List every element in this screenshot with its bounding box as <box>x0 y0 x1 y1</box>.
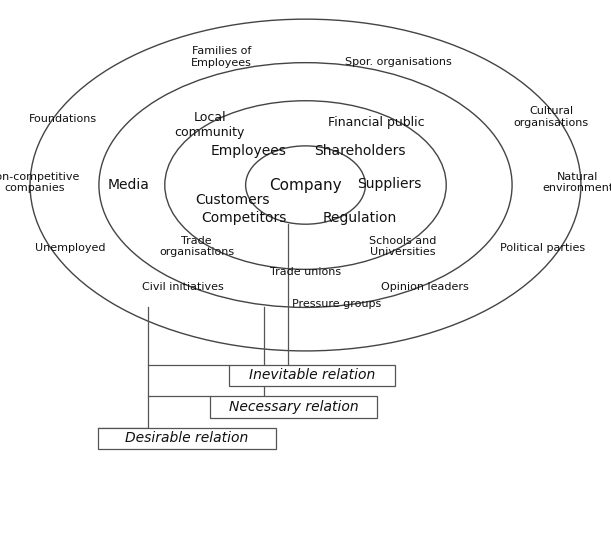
Text: Competitors: Competitors <box>202 211 287 225</box>
Text: Employees: Employees <box>211 144 287 158</box>
Text: Suppliers: Suppliers <box>357 177 422 191</box>
Text: Civil initiatives: Civil initiatives <box>142 282 224 292</box>
Bar <box>210 396 378 418</box>
Text: Regulation: Regulation <box>322 211 397 225</box>
Text: Political parties: Political parties <box>500 243 585 253</box>
Text: Pressure groups: Pressure groups <box>292 299 382 309</box>
Text: Non-competitive
companies: Non-competitive companies <box>0 171 81 193</box>
Bar <box>98 427 276 450</box>
Text: Foundations: Foundations <box>29 114 97 124</box>
Text: Spor. organisations: Spor. organisations <box>345 57 452 67</box>
Text: Media: Media <box>108 178 150 192</box>
Text: Desirable relation: Desirable relation <box>125 431 248 446</box>
Text: Trade
organisations: Trade organisations <box>159 236 234 258</box>
Text: Families of
Employees: Families of Employees <box>191 47 252 68</box>
Text: Company: Company <box>269 178 342 193</box>
Text: Financial public: Financial public <box>328 116 425 129</box>
Text: Cultural
organisations: Cultural organisations <box>513 106 588 128</box>
Text: Natural
environment: Natural environment <box>543 171 611 193</box>
Text: Unemployed: Unemployed <box>35 243 106 253</box>
Text: Shareholders: Shareholders <box>313 144 405 158</box>
Text: Inevitable relation: Inevitable relation <box>249 369 375 382</box>
Text: Customers: Customers <box>195 193 269 207</box>
Text: Local
community: Local community <box>175 111 245 139</box>
Text: Necessary relation: Necessary relation <box>229 400 358 414</box>
Text: Trade unions: Trade unions <box>270 267 341 277</box>
Text: Opinion leaders: Opinion leaders <box>381 282 469 292</box>
Text: Schools and
Universities: Schools and Universities <box>369 236 436 258</box>
Bar <box>229 365 395 386</box>
